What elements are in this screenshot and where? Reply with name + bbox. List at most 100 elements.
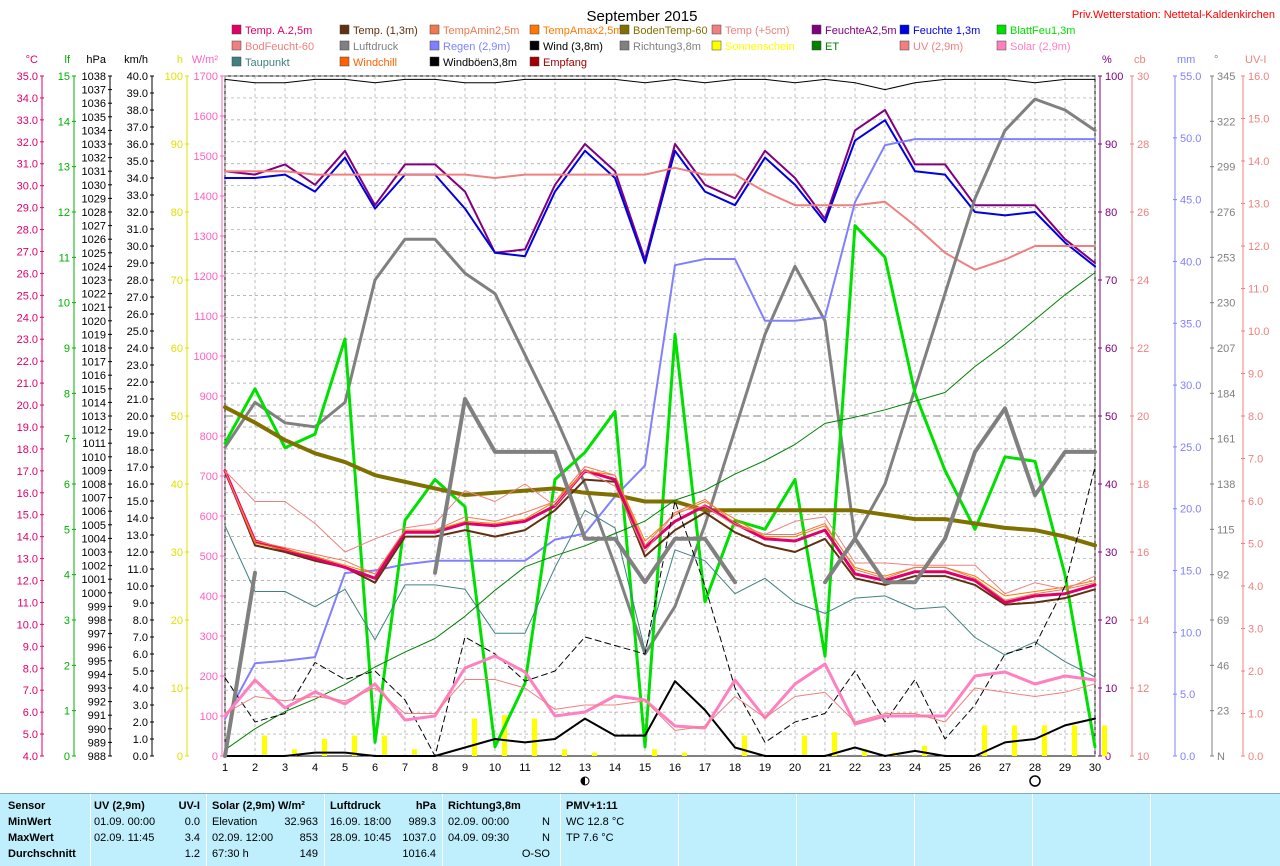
axis-tick-left: 9: [64, 343, 70, 355]
axis-tick-left: 1014: [82, 397, 106, 409]
legend-label: ET: [825, 41, 839, 53]
axis-tick-left: 26.0: [127, 309, 148, 321]
legend-label: Feuchte 1,3m: [913, 25, 980, 37]
axis-tick-left: 34.0: [17, 93, 38, 105]
x-tick-label: 18: [729, 762, 741, 774]
axis-tick-left: 11.0: [17, 597, 38, 609]
axes: °C35.034.033.032.031.030.029.028.027.026…: [17, 54, 1270, 763]
axis-tick-left: 37.0: [127, 122, 148, 134]
solar-max: 853: [299, 832, 318, 844]
axis-tick-left: 23.0: [17, 334, 38, 346]
series-line: [433, 397, 737, 585]
series-feuchtea2-5m: [224, 109, 1096, 264]
axis-unit-left: hPa: [86, 54, 106, 66]
stats-solar: Solar (2,9m) W/m² Elevation 32.963 02.09…: [206, 794, 325, 866]
series-luftdruck: [223, 97, 1097, 656]
direction-title: Richtung3,8m: [448, 800, 521, 812]
axis-tick-left: 30.0: [17, 181, 38, 193]
legend-swatch: [339, 24, 350, 35]
axis-tick-right: 13.0: [1248, 199, 1269, 211]
legend-label: Temp. A.2,5m: [245, 25, 312, 37]
x-tick-label: 28: [1029, 762, 1041, 774]
pressure-title: Luftdruck: [330, 800, 381, 812]
legend-swatch: [231, 56, 242, 67]
axis-tick-right: 230: [1217, 298, 1235, 310]
legend-swatch: [811, 24, 822, 35]
legend-swatch: [996, 24, 1007, 35]
axis-tick-left: 6: [64, 479, 70, 491]
axis-tick-left: 32.0: [127, 207, 148, 219]
axis-tick-left: 15: [58, 71, 70, 83]
axis-tick-left: 200: [200, 671, 218, 683]
axis-tick-left: 23.0: [127, 360, 148, 372]
axis-tick-left: 36.0: [127, 139, 148, 151]
axis-tick-right: 138: [1217, 479, 1235, 491]
axis-tick-left: 22.0: [127, 377, 148, 389]
axis-tick-left: 10.0: [127, 581, 148, 593]
axis-tick-left: 19.0: [127, 428, 148, 440]
axis-tick-left: 994: [88, 669, 106, 681]
axis-tick-right: 30: [1105, 547, 1117, 559]
sunshine-bar: [412, 749, 417, 756]
axis-tick-right: 161: [1217, 434, 1235, 446]
x-tick-label: 21: [819, 762, 831, 774]
axis-tick-left: 30: [171, 547, 183, 559]
axis-tick-left: 11: [59, 252, 70, 264]
x-tick-label: 3: [282, 762, 288, 774]
sunshine-bar: [1072, 725, 1077, 756]
axis-tick-left: 8.0: [23, 663, 38, 675]
axis-tick-right: 0.0: [1248, 751, 1263, 763]
legend-label: Solar (2,9m): [1010, 41, 1071, 53]
axis-tick-left: 1000: [194, 351, 218, 363]
axis-tick-left: 1300: [194, 231, 218, 243]
axis-tick-left: 0: [64, 751, 70, 763]
axis-tick-right: 345: [1217, 71, 1235, 83]
axis-tick-left: 10: [58, 298, 70, 310]
sunshine-bar: [832, 732, 837, 756]
axis-tick-right: 5.0: [1180, 689, 1195, 701]
sunshine-bar: [532, 718, 537, 756]
axis-tick-left: 1015: [82, 384, 106, 396]
axis-tick-right: 207: [1217, 343, 1235, 355]
axis-tick-left: 1035: [82, 112, 106, 124]
axis-tick-left: 24.0: [127, 343, 148, 355]
uv-max: 3.4: [184, 832, 200, 844]
axis-tick-left: 17.0: [17, 466, 38, 478]
axis-tick-left: 1034: [82, 125, 106, 137]
row-label-avg: Durchschnitt: [8, 848, 76, 860]
axis-tick-right: 50.0: [1180, 133, 1201, 145]
axis-unit-right: mm: [1177, 54, 1195, 66]
series-line: [224, 679, 1096, 731]
axis-tick-left: 4: [64, 570, 70, 582]
axis-tick-right: 12.0: [1248, 241, 1269, 253]
series-feuchte-1-3m: [224, 119, 1096, 268]
legend-label: Sonnenschein: [725, 41, 795, 53]
uv-max-time: 02.09. 11:45: [94, 832, 155, 844]
axis-tick-left: 2.0: [133, 717, 148, 729]
axis-tick-right: 25.0: [1180, 442, 1201, 454]
axis-tick-right: 60: [1105, 343, 1117, 355]
axis-tick-left: 1003: [82, 547, 106, 559]
series-line: [223, 224, 1097, 749]
legend-label: UV (2,9m): [913, 41, 963, 53]
axis-tick-left: 40: [171, 479, 183, 491]
axis-tick-right: 40.0: [1180, 256, 1201, 268]
axis-tick-right: 20: [1137, 411, 1149, 423]
x-tick-label: 16: [669, 762, 681, 774]
chart-title: September 2015: [587, 8, 698, 25]
sunshine-bar: [742, 735, 747, 756]
axis-tick-right: 253: [1217, 252, 1235, 264]
axis-tick-right: 5.0: [1248, 539, 1263, 551]
axis-tick-left: 7: [64, 434, 70, 446]
x-tick-label: 30: [1089, 762, 1101, 774]
pressure-max-time: 28.09. 10:45: [330, 832, 392, 844]
legend-label: Windchill: [353, 57, 397, 69]
axis-unit-right: UV-I: [1245, 54, 1266, 66]
series-line: [223, 97, 1097, 656]
legend-swatch: [529, 40, 540, 51]
x-tick-label: 19: [759, 762, 771, 774]
axis-unit-right: %: [1102, 54, 1112, 66]
sunshine-bar: [472, 718, 477, 756]
legend-label: Temp (+5cm): [725, 25, 790, 37]
axis-tick-left: 2: [64, 660, 70, 672]
